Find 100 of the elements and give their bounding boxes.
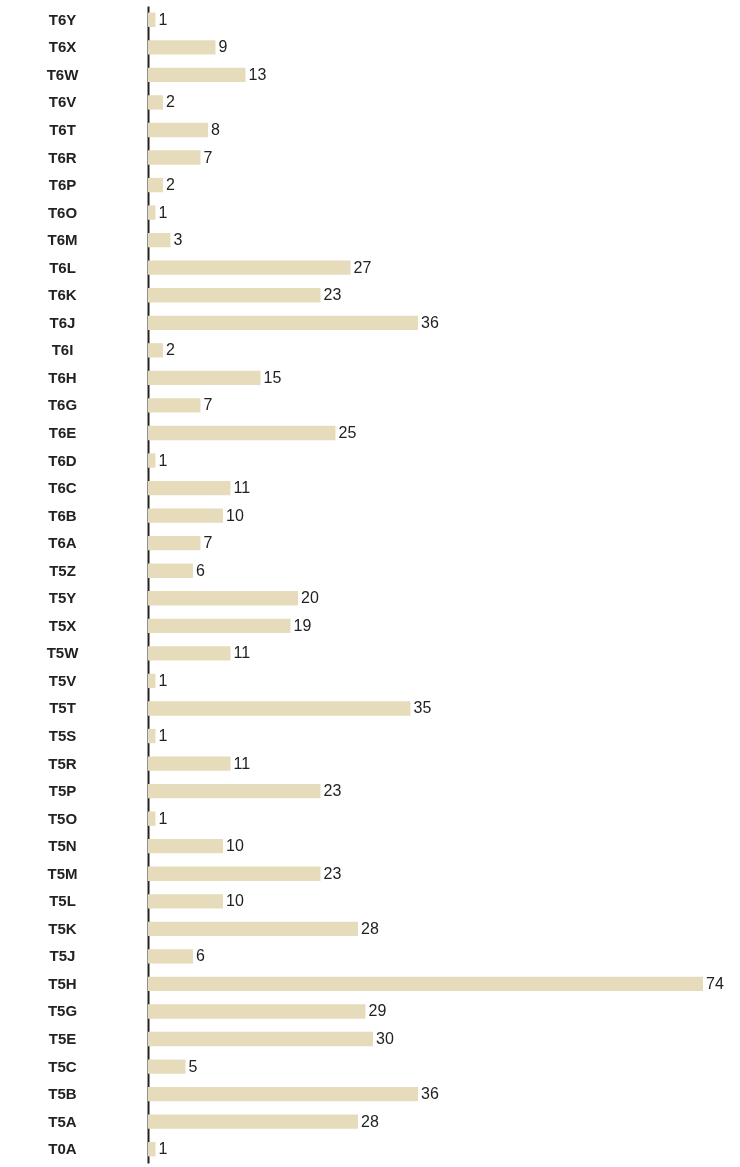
bar bbox=[148, 1142, 156, 1157]
y-tick-label: T6E bbox=[48, 423, 77, 441]
data-label: 23 bbox=[323, 864, 342, 882]
y-tick-label: T6T bbox=[49, 120, 76, 138]
bar bbox=[148, 591, 298, 606]
bar bbox=[148, 811, 156, 826]
data-label: 1 bbox=[158, 809, 168, 827]
bar bbox=[148, 921, 358, 937]
data-label: 3 bbox=[173, 231, 183, 249]
bar bbox=[148, 894, 223, 909]
data-label: 23 bbox=[323, 782, 342, 800]
data-label: 8 bbox=[211, 120, 220, 138]
bar bbox=[148, 563, 193, 578]
bar bbox=[148, 425, 336, 441]
data-label: 1 bbox=[158, 727, 168, 745]
bar bbox=[148, 480, 231, 496]
bar bbox=[148, 232, 171, 248]
bar bbox=[148, 728, 156, 744]
bar bbox=[148, 1004, 366, 1019]
data-label: 28 bbox=[361, 919, 379, 937]
y-tick-label: T5J bbox=[49, 947, 76, 965]
y-tick-label: T6X bbox=[48, 38, 77, 56]
bar bbox=[148, 646, 231, 661]
y-tick-label: T6L bbox=[49, 258, 76, 276]
y-tick-label: T6D bbox=[48, 451, 77, 469]
y-tick-label: T5S bbox=[48, 727, 77, 745]
data-label: 7 bbox=[203, 396, 213, 414]
y-tick-label: T5K bbox=[48, 919, 77, 937]
bar bbox=[148, 205, 156, 220]
data-label: 7 bbox=[203, 534, 213, 552]
data-label: 6 bbox=[196, 947, 205, 965]
bar bbox=[148, 453, 156, 468]
y-tick-label: T5C bbox=[48, 1057, 77, 1075]
y-tick-label: T0A bbox=[48, 1140, 77, 1158]
bar bbox=[148, 260, 351, 275]
data-label: 2 bbox=[166, 176, 175, 194]
y-tick-label: T6R bbox=[48, 148, 77, 166]
y-tick-label: T5E bbox=[48, 1030, 77, 1048]
y-tick-label: T5N bbox=[48, 837, 77, 855]
bar bbox=[148, 618, 291, 633]
y-tick-label: T5M bbox=[47, 864, 78, 882]
bar bbox=[148, 536, 201, 551]
bar bbox=[148, 67, 246, 83]
bar bbox=[148, 949, 193, 964]
data-label: 35 bbox=[413, 699, 432, 717]
y-tick-label: T6C bbox=[48, 479, 77, 497]
data-label: 15 bbox=[263, 368, 282, 386]
y-tick-label: T5V bbox=[48, 671, 77, 689]
data-label: 1 bbox=[158, 671, 168, 689]
bar bbox=[148, 288, 321, 303]
data-label: 10 bbox=[226, 837, 244, 855]
y-tick-label: T5H bbox=[48, 974, 77, 992]
bar bbox=[148, 866, 321, 881]
bar bbox=[148, 1031, 373, 1047]
data-label: 27 bbox=[353, 258, 372, 276]
data-label: 20 bbox=[301, 589, 319, 607]
data-label: 10 bbox=[226, 506, 244, 524]
data-label: 36 bbox=[421, 313, 439, 331]
data-label: 9 bbox=[218, 38, 228, 56]
data-label: 11 bbox=[233, 754, 251, 772]
bar bbox=[148, 1086, 418, 1102]
y-tick-label: T6B bbox=[48, 506, 77, 524]
data-label: 29 bbox=[368, 1002, 387, 1020]
y-tick-label: T5G bbox=[47, 1002, 78, 1020]
y-tick-label: T6A bbox=[48, 534, 77, 552]
y-tick-label: T5L bbox=[49, 892, 76, 910]
bar bbox=[148, 122, 208, 138]
y-tick-label: T5O bbox=[47, 809, 78, 827]
bar bbox=[148, 12, 156, 27]
y-tick-label: T5Y bbox=[48, 589, 77, 607]
data-label: 1 bbox=[158, 10, 168, 28]
y-tick-label: T5T bbox=[49, 699, 76, 717]
y-tick-label: T6I bbox=[51, 341, 74, 359]
bar bbox=[148, 370, 261, 386]
data-label: 11 bbox=[233, 479, 251, 497]
y-tick-label: T6K bbox=[48, 286, 77, 304]
data-label: 10 bbox=[226, 892, 244, 910]
bar bbox=[148, 343, 163, 358]
bar bbox=[148, 1114, 358, 1129]
y-tick-label: T6Y bbox=[48, 10, 77, 28]
y-tick-label: T5W bbox=[46, 644, 80, 662]
data-label: 1 bbox=[158, 451, 168, 469]
y-tick-label: T6P bbox=[48, 176, 77, 194]
y-tick-label: T6O bbox=[47, 203, 78, 221]
bar bbox=[148, 1059, 186, 1074]
data-label: 2 bbox=[166, 341, 175, 359]
data-label: 6 bbox=[196, 561, 205, 579]
y-tick-label: T5A bbox=[48, 1112, 77, 1130]
data-label: 25 bbox=[338, 423, 357, 441]
data-label: 28 bbox=[361, 1112, 379, 1130]
data-label: 19 bbox=[293, 616, 312, 634]
y-tick-label: T5P bbox=[48, 782, 77, 800]
y-tick-label: T5R bbox=[48, 754, 77, 772]
data-label: 11 bbox=[233, 644, 251, 662]
y-tick-label: T5Z bbox=[49, 561, 76, 579]
data-label: 7 bbox=[203, 148, 213, 166]
y-tick-label: T6V bbox=[48, 93, 77, 111]
bar bbox=[148, 315, 418, 330]
data-label: 2 bbox=[166, 93, 175, 111]
data-label: 1 bbox=[158, 1140, 168, 1158]
